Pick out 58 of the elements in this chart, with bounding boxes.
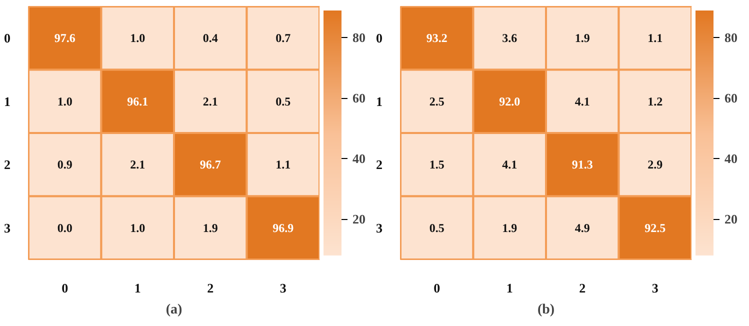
data-label: 1.0 (57, 94, 72, 108)
data-label: 2.9 (648, 158, 663, 172)
data-label: 97.6 (54, 31, 76, 46)
text: (b) (537, 302, 555, 318)
color-bar-label: 80 (724, 30, 738, 46)
color-bar-label: 20 (352, 212, 366, 227)
color-bar-label: 40 (724, 151, 738, 166)
data-label: 1.9 (502, 220, 518, 235)
data-label: 0.4 (202, 31, 218, 46)
y-tick-label: 2 (376, 157, 382, 172)
data-label: 1.2 (648, 94, 663, 108)
data-label: 2.1 (202, 94, 218, 108)
data-label: 0.5 (429, 220, 444, 235)
data-label: 1.0 (130, 31, 146, 46)
data-label: 1.9 (574, 31, 590, 46)
data-label: 0.9 (57, 158, 72, 172)
data-label: 96.1 (127, 94, 148, 108)
data-label: 1.9 (202, 220, 218, 235)
data-label: 0.0 (57, 220, 72, 235)
x-tick-label: 3 (652, 280, 659, 296)
text: (a) (166, 302, 182, 318)
y-tick-label: 0 (376, 30, 382, 46)
data-label: 1.1 (648, 31, 663, 46)
data-label: 93.2 (426, 31, 448, 46)
color-bar-label: 60 (724, 90, 738, 106)
data-label: 92.0 (499, 94, 520, 108)
data-label: 96.9 (272, 220, 294, 235)
data-label: 3.6 (502, 31, 518, 46)
x-tick-label: 0 (434, 280, 440, 296)
data-label: 4.1 (502, 158, 518, 172)
y-tick-label: 0 (4, 30, 10, 46)
data-label: 4.9 (574, 220, 590, 235)
data-label: 91.3 (572, 158, 593, 172)
color-bar-label: 80 (352, 30, 366, 46)
x-tick-label: 0 (62, 280, 68, 296)
x-tick-label: 2 (207, 280, 214, 296)
y-tick-label: 3 (376, 220, 383, 236)
y-tick-label: 1 (4, 94, 10, 109)
y-tick-label: 2 (4, 157, 10, 172)
data-label: 2.5 (429, 94, 444, 108)
data-label: 92.5 (644, 220, 666, 235)
data-label: 96.7 (200, 158, 221, 172)
color-bar-label: 40 (352, 151, 366, 166)
color-bar-label: 60 (352, 90, 366, 106)
x-tick-label: 1 (506, 280, 513, 296)
x-tick-label: 2 (579, 280, 586, 296)
data-label: 1.0 (130, 220, 146, 235)
x-tick-label: 1 (134, 280, 141, 296)
data-label: 1.5 (429, 158, 444, 172)
color-bar-label: 20 (724, 212, 738, 227)
x-tick-label: 3 (280, 280, 287, 296)
data-label: 1.1 (276, 158, 291, 172)
data-label: 0.7 (276, 31, 291, 46)
data-label: 0.5 (276, 94, 291, 108)
y-tick-label: 3 (4, 220, 11, 236)
data-label: 2.1 (130, 158, 146, 172)
y-tick-label: 1 (376, 94, 382, 109)
data-label: 4.1 (574, 94, 590, 108)
